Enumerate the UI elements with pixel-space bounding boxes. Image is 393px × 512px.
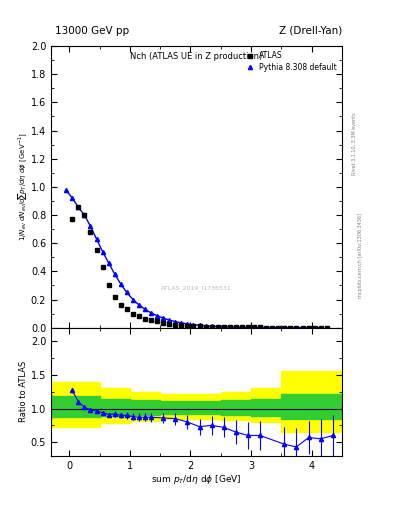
- Pythia 8.308 default: [209, 323, 214, 329]
- Pythia 8.308 default: [233, 324, 238, 330]
- Text: ATLAS_2019_I1736531: ATLAS_2019_I1736531: [161, 285, 232, 291]
- ATLAS: [76, 203, 81, 210]
- ATLAS: [161, 319, 165, 326]
- Pythia 8.308 default: [240, 324, 244, 330]
- Pythia 8.308 default: [288, 325, 293, 331]
- Pythia 8.308 default: [306, 325, 311, 331]
- Pythia 8.308 default: [282, 325, 287, 331]
- ATLAS: [246, 324, 250, 330]
- ATLAS: [233, 324, 238, 330]
- ATLAS: [215, 324, 220, 330]
- Pythia 8.308 default: [64, 187, 69, 194]
- Pythia 8.308 default: [228, 324, 232, 330]
- Pythia 8.308 default: [130, 296, 135, 303]
- ATLAS: [179, 322, 184, 328]
- ATLAS: [203, 324, 208, 330]
- Pythia 8.308 default: [106, 260, 111, 266]
- Pythia 8.308 default: [300, 325, 305, 331]
- Pythia 8.308 default: [155, 313, 160, 319]
- Pythia 8.308 default: [221, 324, 226, 330]
- ATLAS: [294, 325, 299, 331]
- Pythia 8.308 default: [167, 317, 172, 323]
- Pythia 8.308 default: [215, 324, 220, 330]
- ATLAS: [240, 324, 244, 330]
- ATLAS: [191, 323, 196, 329]
- ATLAS: [300, 325, 305, 331]
- Pythia 8.308 default: [185, 321, 190, 327]
- Pythia 8.308 default: [76, 204, 81, 210]
- ATLAS: [82, 212, 87, 218]
- Pythia 8.308 default: [318, 325, 323, 331]
- ATLAS: [252, 325, 256, 331]
- ATLAS: [125, 306, 129, 312]
- ATLAS: [130, 310, 135, 316]
- ATLAS: [324, 325, 329, 331]
- Pythia 8.308 default: [191, 322, 196, 328]
- Pythia 8.308 default: [197, 322, 202, 328]
- Pythia 8.308 default: [312, 325, 317, 331]
- Pythia 8.308 default: [203, 323, 208, 329]
- Text: Nch (ATLAS UE in Z production): Nch (ATLAS UE in Z production): [130, 52, 263, 61]
- ATLAS: [276, 325, 281, 331]
- ATLAS: [88, 229, 93, 235]
- ATLAS: [155, 318, 160, 325]
- Pythia 8.308 default: [294, 325, 299, 331]
- ATLAS: [94, 247, 99, 253]
- Pythia 8.308 default: [246, 324, 250, 330]
- Pythia 8.308 default: [118, 281, 123, 287]
- Pythia 8.308 default: [125, 289, 129, 295]
- Pythia 8.308 default: [143, 306, 147, 312]
- Pythia 8.308 default: [264, 325, 268, 331]
- ATLAS: [258, 325, 263, 331]
- ATLAS: [100, 264, 105, 270]
- ATLAS: [167, 321, 172, 327]
- Line: Pythia 8.308 default: Pythia 8.308 default: [64, 188, 323, 330]
- ATLAS: [318, 325, 323, 331]
- Text: Rivet 3.1.10, 3.3M events: Rivet 3.1.10, 3.3M events: [352, 112, 357, 175]
- ATLAS: [112, 294, 117, 300]
- Pythia 8.308 default: [258, 325, 263, 331]
- Line: ATLAS: ATLAS: [70, 204, 329, 330]
- Y-axis label: Ratio to ATLAS: Ratio to ATLAS: [19, 361, 28, 422]
- Pythia 8.308 default: [112, 271, 117, 278]
- ATLAS: [228, 324, 232, 330]
- Pythia 8.308 default: [276, 325, 281, 331]
- Pythia 8.308 default: [173, 318, 178, 325]
- Pythia 8.308 default: [70, 195, 75, 201]
- Y-axis label: $1/N_{ev}$ $dN_{ev}/d\!\sum\!p_T/d\eta$ $d\phi$ $[\mathrm{GeV}^{-1}]$: $1/N_{ev}$ $dN_{ev}/d\!\sum\!p_T/d\eta$ …: [17, 133, 29, 241]
- Pythia 8.308 default: [100, 249, 105, 255]
- Pythia 8.308 default: [179, 320, 184, 326]
- ATLAS: [221, 324, 226, 330]
- Pythia 8.308 default: [137, 302, 141, 308]
- ATLAS: [70, 216, 75, 222]
- ATLAS: [270, 325, 275, 331]
- Text: Z (Drell-Yan): Z (Drell-Yan): [279, 26, 342, 36]
- ATLAS: [264, 325, 268, 331]
- Legend: ATLAS, Pythia 8.308 default: ATLAS, Pythia 8.308 default: [243, 50, 338, 73]
- ATLAS: [209, 324, 214, 330]
- Pythia 8.308 default: [270, 325, 275, 331]
- ATLAS: [106, 283, 111, 289]
- ATLAS: [312, 325, 317, 331]
- ATLAS: [185, 323, 190, 329]
- ATLAS: [282, 325, 287, 331]
- Pythia 8.308 default: [82, 212, 87, 218]
- Pythia 8.308 default: [161, 315, 165, 321]
- Text: 13000 GeV pp: 13000 GeV pp: [55, 26, 129, 36]
- ATLAS: [149, 317, 153, 323]
- ATLAS: [197, 324, 202, 330]
- ATLAS: [137, 313, 141, 319]
- ATLAS: [118, 302, 123, 308]
- Text: mcplots.cern.ch [arXiv:1306.3436]: mcplots.cern.ch [arXiv:1306.3436]: [358, 214, 363, 298]
- ATLAS: [143, 315, 147, 322]
- Pythia 8.308 default: [94, 236, 99, 242]
- Pythia 8.308 default: [88, 223, 93, 229]
- Pythia 8.308 default: [149, 310, 153, 316]
- ATLAS: [173, 322, 178, 328]
- X-axis label: sum $p_T$/d$\eta$ d$\phi$ [GeV]: sum $p_T$/d$\eta$ d$\phi$ [GeV]: [151, 473, 242, 486]
- ATLAS: [288, 325, 293, 331]
- Pythia 8.308 default: [252, 324, 256, 330]
- ATLAS: [306, 325, 311, 331]
